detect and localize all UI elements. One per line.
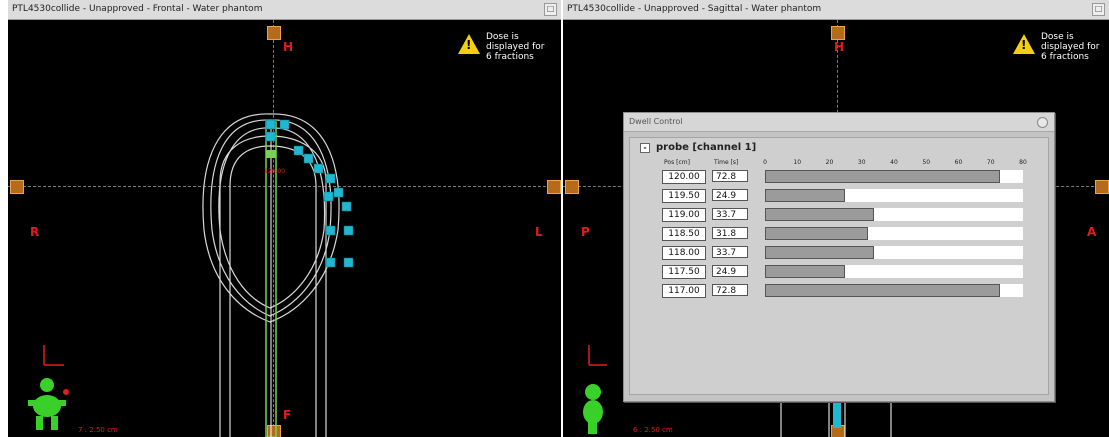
crosshair-handle-top[interactable] bbox=[831, 26, 845, 40]
dwell-time-field[interactable]: 72.8 bbox=[712, 284, 748, 296]
applicator-tube-outer bbox=[219, 135, 327, 437]
collapse-icon[interactable]: - bbox=[640, 142, 650, 153]
orientation-label-posterior: P bbox=[581, 225, 590, 239]
col-header-time: Time [s] bbox=[714, 159, 739, 166]
dwell-point bbox=[313, 163, 324, 174]
channel-label: probe [channel 1] bbox=[656, 142, 757, 153]
dialog-close-icon[interactable] bbox=[1037, 117, 1048, 128]
dwell-point bbox=[325, 173, 336, 184]
dose-warning: Dose is displayed for 6 fractions bbox=[1013, 32, 1105, 62]
crosshair-handle-top[interactable] bbox=[267, 26, 281, 40]
dwell-point bbox=[833, 392, 841, 428]
horizontal-crosshair bbox=[8, 186, 561, 187]
sagittal-view-pane[interactable]: PTL4530collide - Unapproved - Sagittal -… bbox=[563, 0, 1109, 437]
dwell-control-dialog[interactable]: Dwell Control - probe [channel 1] Pos [c… bbox=[623, 112, 1055, 402]
time-tick-label: 60 bbox=[954, 159, 963, 166]
dwell-point bbox=[265, 131, 276, 142]
time-tick-label: 0 bbox=[763, 159, 767, 166]
warning-triangle-icon bbox=[1013, 34, 1035, 54]
dwell-control-titlebar[interactable]: Dwell Control bbox=[624, 113, 1054, 132]
axis-indicator bbox=[588, 345, 607, 366]
dwell-time-field[interactable]: 31.8 bbox=[712, 227, 748, 239]
patient-orientation-icon bbox=[28, 378, 66, 430]
dwell-time-field[interactable]: 33.7 bbox=[712, 208, 748, 220]
channel-header[interactable]: - probe [channel 1] bbox=[640, 142, 756, 153]
dwell-time-bar[interactable] bbox=[765, 208, 874, 221]
time-tick-label: 80 bbox=[1019, 159, 1027, 166]
dwell-point bbox=[341, 201, 352, 212]
patient-orientation-icon bbox=[583, 384, 603, 434]
crosshair-handle-left[interactable] bbox=[10, 180, 24, 194]
scale-indicator: 6 : 2.50 cm bbox=[633, 426, 673, 434]
time-tick-label: 30 bbox=[857, 159, 866, 166]
dwell-control-panel: - probe [channel 1] Pos [cm] Time [s] 0 1… bbox=[629, 137, 1049, 395]
dwell-point bbox=[279, 119, 290, 130]
dwell-position-field[interactable]: 120.00 bbox=[662, 170, 706, 184]
dwell-position-field[interactable]: 119.00 bbox=[662, 208, 706, 222]
dwell-control-title: Dwell Control bbox=[629, 117, 683, 126]
isodose-outer bbox=[202, 113, 340, 323]
time-tick-label: 20 bbox=[825, 159, 834, 166]
applicator-tip-marker bbox=[266, 150, 276, 158]
orientation-label-head: H bbox=[834, 40, 845, 54]
warning-triangle-icon bbox=[458, 34, 480, 54]
time-tick-label: 40 bbox=[890, 159, 898, 166]
dwell-position-field[interactable]: 117.50 bbox=[662, 265, 706, 279]
orientation-label-head: H bbox=[283, 40, 294, 54]
sagittal-view-titlebar[interactable]: PTL4530collide - Unapproved - Sagittal -… bbox=[563, 0, 1109, 20]
dwell-time-bar[interactable] bbox=[765, 170, 1000, 183]
dwell-point bbox=[325, 225, 336, 236]
dwell-time-bar[interactable] bbox=[765, 265, 846, 278]
sagittal-view-title: PTL4530collide - Unapproved - Sagittal -… bbox=[567, 4, 822, 14]
dwell-time-field[interactable]: 33.7 bbox=[712, 246, 748, 258]
dwell-position-field[interactable]: 117.00 bbox=[662, 284, 706, 298]
dose-point-label: 120.00 bbox=[264, 168, 285, 175]
dwell-point bbox=[303, 153, 314, 164]
sagittal-viewport[interactable]: H P A Dose is displayed for 6 fractions bbox=[563, 20, 1109, 437]
dose-warning-text: Dose is displayed for 6 fractions bbox=[486, 32, 545, 62]
isodose-middle bbox=[210, 119, 332, 317]
orientation-label-left: L bbox=[535, 225, 543, 239]
dose-warning: Dose is displayed for 6 fractions bbox=[458, 32, 550, 62]
applicator-tube-inner bbox=[229, 145, 317, 437]
crosshair-handle-left[interactable] bbox=[565, 180, 579, 194]
dose-warning-text: Dose is displayed for 6 fractions bbox=[1041, 32, 1100, 62]
time-tick-label: 50 bbox=[922, 159, 931, 166]
orientation-label-foot: F bbox=[283, 408, 292, 422]
orientation-label-anterior: A bbox=[1087, 225, 1097, 239]
dwell-time-bar[interactable] bbox=[765, 246, 874, 259]
sagittal-view-close-icon[interactable]: □ bbox=[1092, 3, 1105, 16]
dwell-point bbox=[333, 187, 344, 198]
scale-indicator: 7 : 2.50 cm bbox=[78, 426, 118, 434]
time-tick-label: 70 bbox=[986, 159, 995, 166]
dwell-position-field[interactable]: 118.50 bbox=[662, 227, 706, 241]
dwell-point bbox=[293, 145, 304, 156]
frontal-viewport[interactable]: H F R L Dose is displayed for 6 fraction… bbox=[8, 20, 561, 437]
dwell-time-field[interactable]: 24.9 bbox=[712, 189, 748, 201]
axis-indicator bbox=[43, 345, 64, 366]
time-tick-label: 10 bbox=[793, 159, 802, 166]
dwell-position-field[interactable]: 119.50 bbox=[662, 189, 706, 203]
dwell-point bbox=[325, 257, 336, 268]
dwell-time-bar[interactable] bbox=[765, 227, 868, 240]
frontal-view-pane[interactable]: PTL4530collide - Unapproved - Frontal - … bbox=[8, 0, 561, 437]
frontal-view-titlebar[interactable]: PTL4530collide - Unapproved - Frontal - … bbox=[8, 0, 561, 20]
frontal-anatomy-overlay bbox=[28, 113, 354, 437]
dwell-position-field[interactable]: 118.00 bbox=[662, 246, 706, 260]
col-header-pos: Pos [cm] bbox=[664, 159, 690, 166]
crosshair-handle-right[interactable] bbox=[547, 180, 561, 194]
dwell-time-field[interactable]: 72.8 bbox=[712, 170, 748, 182]
dwell-time-bar[interactable] bbox=[765, 284, 1000, 297]
dwell-time-bar[interactable] bbox=[765, 189, 846, 202]
dwell-points bbox=[265, 119, 354, 268]
dwell-time-field[interactable]: 24.9 bbox=[712, 265, 748, 277]
frontal-view-title: PTL4530collide - Unapproved - Frontal - … bbox=[12, 4, 263, 14]
frontal-view-close-icon[interactable]: □ bbox=[544, 3, 557, 16]
vertical-crosshair bbox=[273, 20, 274, 437]
dwell-point bbox=[323, 191, 334, 202]
dwell-point bbox=[343, 225, 354, 236]
dwell-point bbox=[265, 119, 276, 130]
dwell-point bbox=[343, 257, 354, 268]
orientation-label-right: R bbox=[30, 225, 40, 239]
